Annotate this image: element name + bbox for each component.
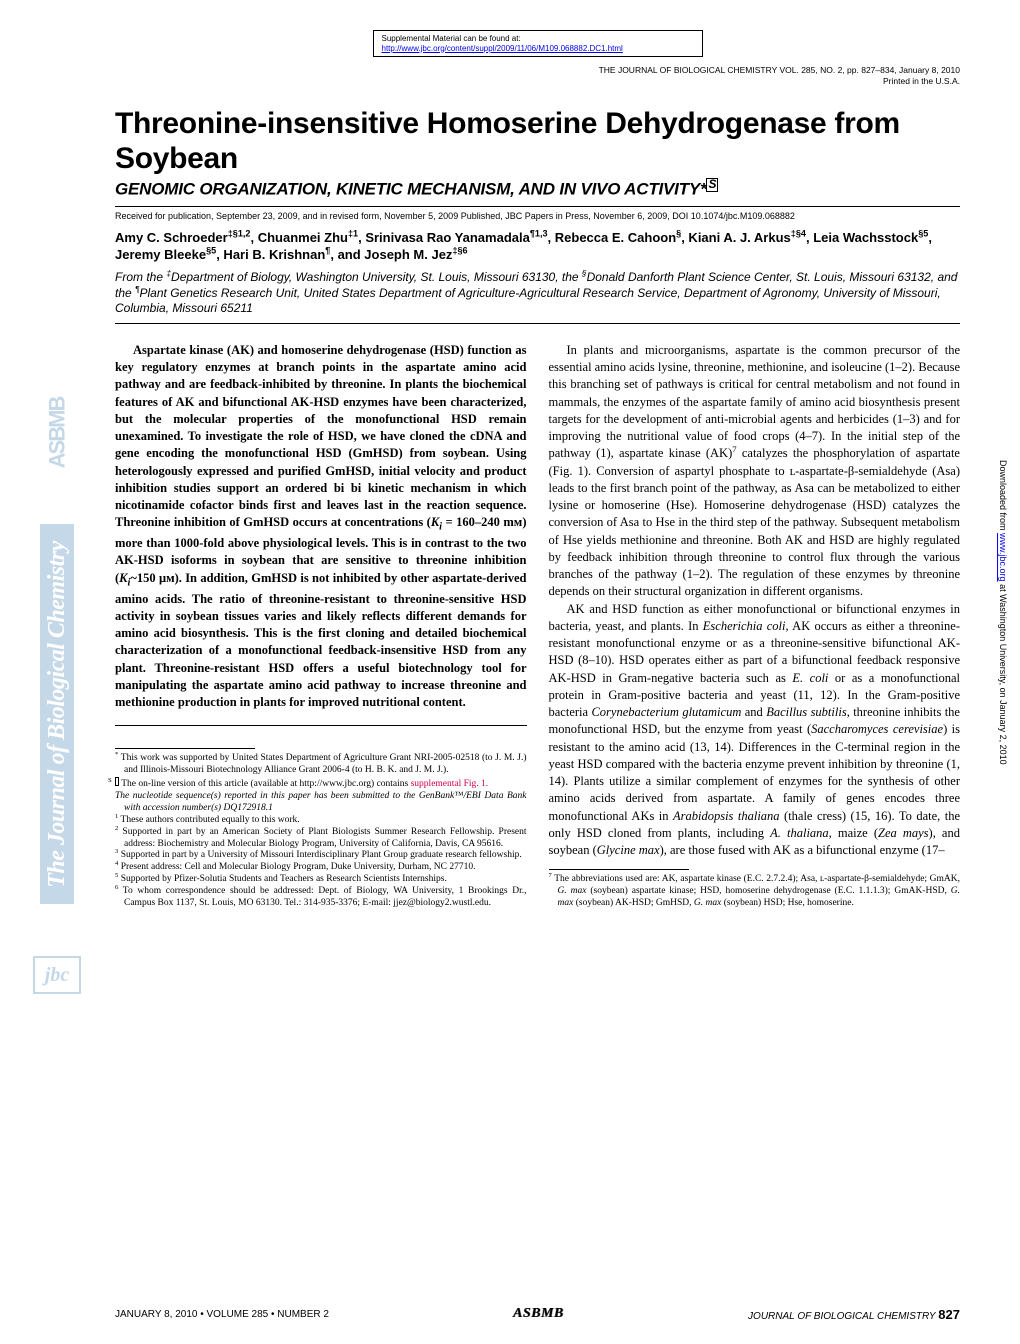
journal-header: THE JOURNAL OF BIOLOGICAL CHEMISTRY VOL.… xyxy=(115,65,960,87)
supplement-link[interactable]: http://www.jbc.org/content/suppl/2009/11… xyxy=(382,44,623,53)
rail-asbmb-text: ASBMB xyxy=(44,398,70,469)
header-divider xyxy=(115,323,960,324)
footnote: 6 To whom correspondence should be addre… xyxy=(115,886,527,910)
subtitle-text: GENOMIC ORGANIZATION, KINETIC MECHANISM,… xyxy=(115,180,706,199)
rail-jbc-small-box: jbc xyxy=(33,956,81,994)
para-1: In plants and microorganisms, aspartate … xyxy=(549,342,961,601)
footnote: 3 Supported in part by a University of M… xyxy=(115,850,527,862)
left-decor-rail: ASBMB The Journal of Biological Chemistr… xyxy=(12,390,102,994)
rail-jbc-long-text: The Journal of Biological Chemistry xyxy=(44,541,71,888)
left-column: Aspartate kinase (AK) and homoserine deh… xyxy=(115,342,527,910)
rail-jbc-box: The Journal of Biological Chemistry xyxy=(40,524,74,904)
abstract-divider xyxy=(115,725,527,726)
footnote: 7 The abbreviations used are: AK, aspart… xyxy=(549,874,961,910)
article-subtitle: GENOMIC ORGANIZATION, KINETIC MECHANISM,… xyxy=(115,178,960,200)
footnote: 4 Present address: Cell and Molecular Bi… xyxy=(115,862,527,874)
intro-text: In plants and microorganisms, aspartate … xyxy=(549,342,961,860)
para-2: AK and HSD function as either monofuncti… xyxy=(549,601,961,860)
footer-logo: ASBMB xyxy=(513,1306,564,1322)
right-column: In plants and microorganisms, aspartate … xyxy=(549,342,961,910)
affiliations: From the ‡Department of Biology, Washing… xyxy=(115,270,960,317)
article-title: Threonine-insensitive Homoserine Dehydro… xyxy=(115,107,960,176)
footnote: * This work was supported by United Stat… xyxy=(115,753,527,777)
footnote: 1 These authors contributed equally to t… xyxy=(115,815,527,827)
authors: Amy C. Schroeder‡§1,2, Chuanmei Zhu‡1, S… xyxy=(115,229,960,264)
supplement-label: Supplemental Material can be found at: xyxy=(382,34,521,43)
supplement-icon: S xyxy=(706,178,718,192)
abstract: Aspartate kinase (AK) and homoserine deh… xyxy=(115,342,527,712)
footnotes-right: 7 The abbreviations used are: AK, aspart… xyxy=(549,874,961,910)
footnote: 5 Supported by Pfizer-Solutia Students a… xyxy=(115,874,527,886)
journal-header-line2: Printed in the U.S.A. xyxy=(883,76,960,86)
rail-jbc-short-text: jbc xyxy=(45,964,69,987)
journal-header-line1: THE JOURNAL OF BIOLOGICAL CHEMISTRY VOL.… xyxy=(599,65,960,75)
footnote: The nucleotide sequence(s) reported in t… xyxy=(115,791,527,815)
footnote: 2 Supported in part by an American Socie… xyxy=(115,827,527,851)
footer-left: JANUARY 8, 2010 • VOLUME 285 • NUMBER 2 xyxy=(115,1309,329,1320)
footnotes-left: * This work was supported by United Stat… xyxy=(115,753,527,910)
footnote-rule xyxy=(115,748,255,749)
divider xyxy=(115,206,960,207)
content-columns: Aspartate kinase (AK) and homoserine deh… xyxy=(115,342,960,910)
page-footer: JANUARY 8, 2010 • VOLUME 285 • NUMBER 2 … xyxy=(115,1306,960,1322)
supplement-box: Supplemental Material can be found at: h… xyxy=(373,30,703,57)
footer-right: JOURNAL OF BIOLOGICAL CHEMISTRY 827 xyxy=(748,1307,960,1322)
download-note: Downloaded from www.jbc.org at Washingto… xyxy=(997,460,1008,765)
received-line: Received for publication, September 23, … xyxy=(115,211,960,221)
footnote: S The on-line version of this article (a… xyxy=(115,777,527,791)
footnote-rule-right xyxy=(549,869,689,870)
